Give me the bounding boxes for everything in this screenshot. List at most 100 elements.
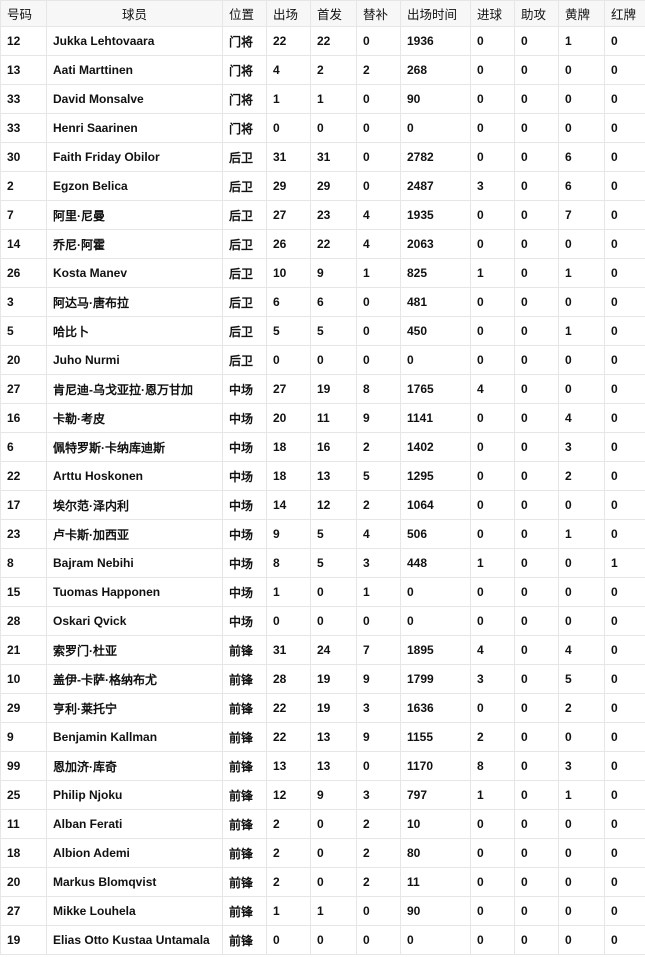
table-row: 33 David Monsalve 门将 1 1 0 90 0 0 0 0 <box>0 84 645 114</box>
table-row: 99 恩加济·库奇 前锋 13 13 0 1170 8 0 3 0 <box>0 751 645 781</box>
cell-appearances: 0 <box>266 606 311 636</box>
cell-goals: 0 <box>470 403 515 433</box>
cell-player-name: Aati Marttinen <box>46 55 223 85</box>
cell-position: 后卫 <box>222 287 267 317</box>
cell-appearances: 22 <box>266 693 311 723</box>
cell-assists: 0 <box>514 577 559 607</box>
cell-subs: 9 <box>356 664 401 694</box>
cell-appearances: 28 <box>266 664 311 694</box>
cell-assists: 0 <box>514 606 559 636</box>
cell-player-name: 埃尔范·泽内利 <box>46 490 223 520</box>
cell-appearances: 27 <box>266 374 311 404</box>
cell-assists: 0 <box>514 751 559 781</box>
cell-number: 20 <box>0 345 47 375</box>
cell-goals: 0 <box>470 867 515 897</box>
cell-red-cards: 0 <box>604 461 645 491</box>
cell-goals: 0 <box>470 26 515 56</box>
cell-subs: 2 <box>356 490 401 520</box>
cell-red-cards: 0 <box>604 84 645 114</box>
cell-player-name: Egzon Belica <box>46 171 223 201</box>
cell-yellow-cards: 3 <box>558 751 605 781</box>
cell-assists: 0 <box>514 84 559 114</box>
cell-number: 14 <box>0 229 47 259</box>
cell-assists: 0 <box>514 867 559 897</box>
cell-goals: 8 <box>470 751 515 781</box>
cell-starts: 22 <box>310 26 357 56</box>
cell-minutes: 448 <box>400 548 471 578</box>
cell-player-name: Henri Saarinen <box>46 113 223 143</box>
cell-starts: 0 <box>310 838 357 868</box>
cell-red-cards: 0 <box>604 664 645 694</box>
cell-minutes: 506 <box>400 519 471 549</box>
cell-goals: 1 <box>470 548 515 578</box>
cell-red-cards: 0 <box>604 229 645 259</box>
table-row: 26 Kosta Manev 后卫 10 9 1 825 1 0 1 0 <box>0 258 645 288</box>
cell-goals: 0 <box>470 896 515 926</box>
cell-subs: 4 <box>356 519 401 549</box>
cell-number: 16 <box>0 403 47 433</box>
cell-red-cards: 0 <box>604 258 645 288</box>
header-red-cards: 红牌 <box>604 0 645 27</box>
header-row: 号码 球员 位置 出场 首发 替补 出场时间 进球 助攻 黄牌 红牌 <box>0 0 645 27</box>
cell-subs: 9 <box>356 722 401 752</box>
cell-number: 20 <box>0 867 47 897</box>
cell-yellow-cards: 2 <box>558 693 605 723</box>
cell-player-name: 索罗门·杜亚 <box>46 635 223 665</box>
cell-goals: 3 <box>470 664 515 694</box>
cell-subs: 2 <box>356 809 401 839</box>
table-row: 17 埃尔范·泽内利 中场 14 12 2 1064 0 0 0 0 <box>0 490 645 520</box>
cell-subs: 1 <box>356 577 401 607</box>
table-row: 23 卢卡斯·加西亚 中场 9 5 4 506 0 0 1 0 <box>0 519 645 549</box>
cell-assists: 0 <box>514 780 559 810</box>
cell-subs: 4 <box>356 229 401 259</box>
cell-assists: 0 <box>514 26 559 56</box>
cell-starts: 0 <box>310 867 357 897</box>
cell-assists: 0 <box>514 229 559 259</box>
cell-assists: 0 <box>514 925 559 955</box>
cell-appearances: 22 <box>266 722 311 752</box>
cell-goals: 0 <box>470 809 515 839</box>
cell-goals: 0 <box>470 345 515 375</box>
cell-yellow-cards: 0 <box>558 548 605 578</box>
cell-assists: 0 <box>514 171 559 201</box>
cell-position: 中场 <box>222 606 267 636</box>
cell-red-cards: 0 <box>604 142 645 172</box>
cell-appearances: 0 <box>266 925 311 955</box>
cell-starts: 0 <box>310 606 357 636</box>
cell-position: 后卫 <box>222 200 267 230</box>
cell-position: 后卫 <box>222 229 267 259</box>
cell-player-name: Bajram Nebihi <box>46 548 223 578</box>
cell-yellow-cards: 1 <box>558 26 605 56</box>
cell-number: 27 <box>0 374 47 404</box>
cell-yellow-cards: 2 <box>558 461 605 491</box>
cell-assists: 0 <box>514 200 559 230</box>
cell-position: 中场 <box>222 403 267 433</box>
cell-goals: 0 <box>470 577 515 607</box>
table-row: 20 Markus Blomqvist 前锋 2 0 2 11 0 0 0 0 <box>0 867 645 897</box>
cell-assists: 0 <box>514 55 559 85</box>
cell-yellow-cards: 0 <box>558 838 605 868</box>
cell-yellow-cards: 0 <box>558 113 605 143</box>
cell-number: 3 <box>0 287 47 317</box>
cell-goals: 0 <box>470 432 515 462</box>
cell-starts: 22 <box>310 229 357 259</box>
table-row: 13 Aati Marttinen 门将 4 2 2 268 0 0 0 0 <box>0 55 645 85</box>
cell-minutes: 1295 <box>400 461 471 491</box>
cell-goals: 0 <box>470 316 515 346</box>
cell-number: 27 <box>0 896 47 926</box>
cell-starts: 5 <box>310 316 357 346</box>
cell-number: 19 <box>0 925 47 955</box>
header-player: 球员 <box>46 0 223 27</box>
cell-position: 中场 <box>222 374 267 404</box>
cell-assists: 0 <box>514 432 559 462</box>
cell-player-name: Kosta Manev <box>46 258 223 288</box>
cell-goals: 0 <box>470 113 515 143</box>
cell-appearances: 18 <box>266 461 311 491</box>
cell-starts: 12 <box>310 490 357 520</box>
cell-number: 13 <box>0 55 47 85</box>
cell-red-cards: 0 <box>604 171 645 201</box>
cell-minutes: 1636 <box>400 693 471 723</box>
cell-assists: 0 <box>514 258 559 288</box>
table-row: 22 Arttu Hoskonen 中场 18 13 5 1295 0 0 2 0 <box>0 461 645 491</box>
cell-position: 中场 <box>222 490 267 520</box>
